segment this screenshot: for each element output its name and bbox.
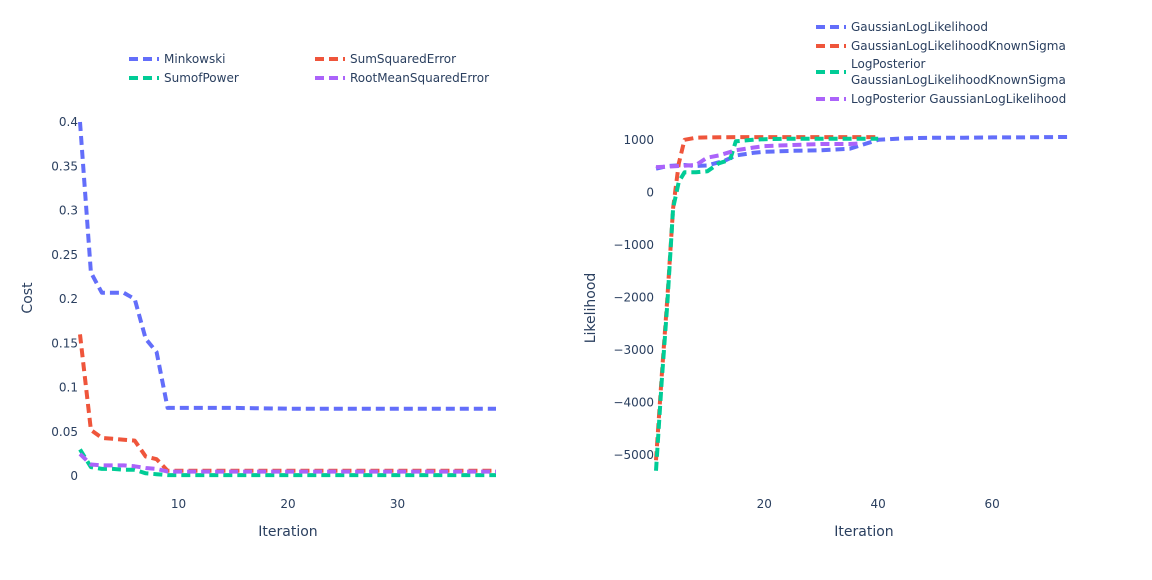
y-tick-labels-right: 1000 0 −1000 −2000 −3000 −4000 −5000	[613, 133, 654, 462]
x-tick-label-left: 10	[171, 497, 186, 511]
y-tick-label-right: −4000	[613, 395, 654, 409]
legend-item-sumofpower[interactable]: SumofPower	[129, 71, 239, 85]
legend-label-minkowski: Minkowski	[164, 52, 226, 66]
y-tick-label-left: 0.2	[59, 292, 78, 306]
x-tick-labels-right: 20 40 60	[757, 497, 1000, 511]
y-tick-label-left: 0.25	[51, 248, 78, 262]
legend-label-gaussianloglikelihood: GaussianLogLikelihood	[851, 20, 988, 34]
x-tick-label-right: 40	[871, 497, 886, 511]
legend-label-gaussianloglikelihoodknownsigma: GaussianLogLikelihoodKnownSigma	[851, 39, 1066, 53]
y-tick-label-left: 0.4	[59, 115, 78, 129]
y-tick-label-left: 0.15	[51, 336, 78, 350]
legend-item-logposterior-knownsigma[interactable]: LogPosterior GaussianLogLikelihoodKnownS…	[816, 57, 1066, 87]
y-tick-label-right: −1000	[613, 238, 654, 252]
y-axis-title-right: Likelihood	[583, 273, 599, 344]
series-line-sumofpower-left[interactable]	[78, 448, 496, 478]
series-line-minkowski-left[interactable]	[78, 121, 496, 411]
x-tick-label-left: 30	[390, 497, 405, 511]
legend-item-logposterior-gaussianloglikelihood[interactable]: LogPosterior GaussianLogLikelihood	[816, 92, 1066, 106]
y-tick-label-left: 0	[70, 469, 78, 483]
y-tick-labels-left: 0 0.05 0.1 0.15 0.2 0.25 0.3 0.35 0.4	[51, 115, 78, 483]
y-tick-label-right: −5000	[613, 448, 654, 462]
plot-area-left	[78, 121, 496, 478]
legend-right[interactable]: GaussianLogLikelihood GaussianLogLikelih…	[816, 20, 1066, 106]
legend-item-gaussianloglikelihood[interactable]: GaussianLogLikelihood	[816, 20, 988, 34]
series-line-gaussianloglikelihood-right[interactable]	[655, 134, 1073, 171]
series-line-logposterior-gaussianloglikelihoodknownsigma-right[interactable]	[654, 136, 879, 471]
y-tick-label-left: 0.35	[51, 159, 78, 173]
x-axis-title-left: Iteration	[258, 524, 317, 540]
y-tick-label-right: −2000	[613, 290, 654, 304]
legend-label-logposterior-knownsigma-line1: LogPosterior	[851, 57, 926, 71]
legend-label-rootmeansquarederror: RootMeanSquaredError	[350, 71, 489, 85]
chart-left: 0 0.05 0.1 0.15 0.2 0.25 0.3 0.35 0.4 10 20 30 Ite…	[20, 115, 496, 540]
y-tick-label-left: 0.3	[59, 204, 78, 218]
legend-label-logposterior-gaussianloglikelihood: LogPosterior GaussianLogLikelihood	[851, 92, 1066, 106]
y-tick-label-left: 0.05	[51, 425, 78, 439]
x-axis-title-right: Iteration	[834, 524, 893, 540]
y-tick-label-left: 0.1	[59, 381, 78, 395]
x-tick-labels-left: 10 20 30	[171, 497, 405, 511]
series-line-rootmeansquarederror-left[interactable]	[78, 452, 496, 474]
legend-label-logposterior-knownsigma-line2: GaussianLogLikelihoodKnownSigma	[851, 73, 1066, 87]
legend-item-sumsquarederror[interactable]: SumSquaredError	[315, 52, 456, 66]
legend-label-sumsquarederror: SumSquaredError	[350, 52, 456, 66]
y-tick-label-right: 1000	[623, 133, 654, 147]
legend-item-rootmeansquarederror[interactable]: RootMeanSquaredError	[315, 71, 489, 85]
x-tick-label-left: 20	[280, 497, 295, 511]
chart-right: 1000 0 −1000 −2000 −3000 −4000 −5000 20 40 60 It…	[583, 133, 1073, 540]
y-tick-label-right: −3000	[613, 343, 654, 357]
y-axis-title-left: Cost	[20, 282, 36, 314]
legend-item-gaussianloglikelihoodknownsigma[interactable]: GaussianLogLikelihoodKnownSigma	[816, 39, 1066, 53]
series-line-sumsquarederror-left[interactable]	[78, 334, 496, 473]
x-tick-label-right: 60	[985, 497, 1000, 511]
y-tick-label-right: 0	[646, 185, 654, 199]
plot-area-right	[654, 134, 1073, 471]
legend-item-minkowski[interactable]: Minkowski	[129, 52, 226, 66]
legend-label-sumofpower: SumofPower	[164, 71, 239, 85]
x-tick-label-right: 20	[757, 497, 772, 511]
series-line-logposterior-gaussianloglikelihood-right[interactable]	[655, 141, 862, 170]
legend-left[interactable]: Minkowski SumSquaredError SumofPower Roo…	[129, 52, 489, 85]
